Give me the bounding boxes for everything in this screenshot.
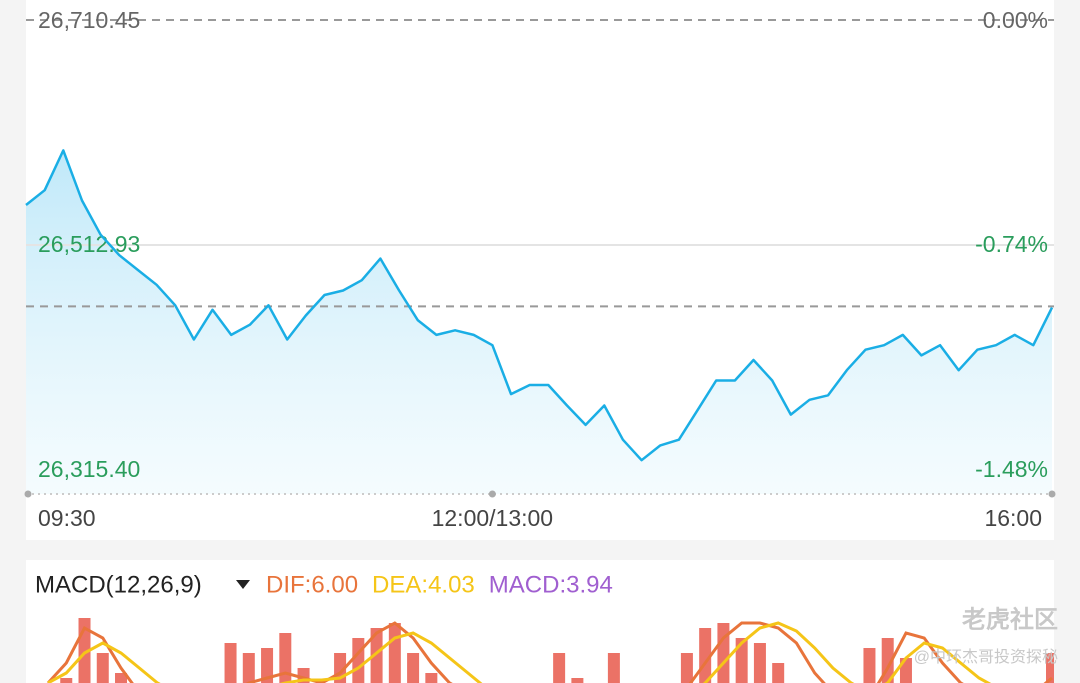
macd-bar [115, 673, 128, 683]
watermark: @中环杰哥投资探秘 [914, 648, 1058, 666]
price-line [25, 149, 1054, 462]
y-tick-label: 26,512.93 [38, 231, 140, 257]
macd-bar [279, 633, 292, 683]
y-tick-label: 26,315.40 [38, 456, 140, 482]
macd-bar [735, 638, 748, 683]
macd-bar [680, 653, 693, 683]
macd-bar [352, 638, 365, 683]
watermark: 老虎社区 [962, 605, 1058, 633]
macd-bar [407, 653, 420, 683]
macd-label: DIF:6.00 [266, 571, 358, 598]
macd-label: DEA:4.03 [372, 571, 475, 598]
x-tick-label: 09:30 [38, 505, 96, 531]
macd-bar [1046, 653, 1054, 683]
y2-tick-label: -1.48% [975, 456, 1048, 482]
macd-bar [717, 623, 730, 683]
y2-tick-label: -0.74% [975, 231, 1048, 257]
x-tick-label: 16:00 [984, 505, 1042, 531]
macd-bar [772, 663, 785, 683]
macd-label: MACD:3.94 [489, 571, 613, 598]
x-tick [1048, 490, 1056, 498]
macd-bar [224, 643, 237, 683]
macd-title[interactable]: MACD(12,26,9) [35, 571, 202, 598]
macd-bar [571, 678, 584, 683]
macd-bar [753, 643, 766, 683]
macd-bar [96, 653, 109, 683]
macd-bar [607, 653, 620, 683]
macd-bar [425, 673, 438, 683]
macd-bar [242, 653, 255, 683]
area [26, 150, 1052, 494]
macd-bar [388, 623, 401, 683]
macd-bar [261, 648, 274, 683]
macd-bar [370, 628, 383, 683]
y2-tick-label: 0.00% [983, 7, 1048, 33]
x-tick [488, 490, 496, 498]
dropdown-arrow[interactable] [236, 580, 250, 589]
x-tick-label: 12:00/13:00 [432, 505, 554, 531]
macd-bar [60, 678, 73, 683]
y-tick-label: 26,710.45 [38, 7, 140, 33]
dif-line [46, 621, 1053, 683]
x-tick [24, 490, 32, 498]
macd-plot [46, 618, 1054, 683]
macd-bar [553, 653, 566, 683]
macd-bar [863, 648, 876, 683]
